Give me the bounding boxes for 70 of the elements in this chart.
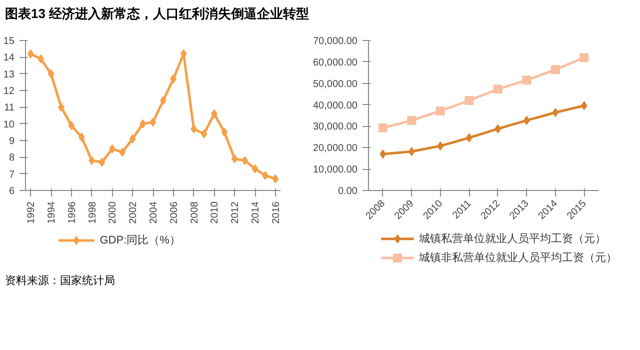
point xyxy=(466,133,472,142)
point xyxy=(262,171,268,180)
point xyxy=(580,101,588,110)
x-tick-label: 2002 xyxy=(128,201,140,224)
point xyxy=(407,116,416,125)
y-tick-label: 11 xyxy=(4,102,15,114)
point xyxy=(129,134,136,144)
y-tick-label: 14 xyxy=(3,52,15,64)
point xyxy=(408,147,415,156)
point xyxy=(493,84,502,94)
point xyxy=(88,156,95,165)
y-tick-label: 12 xyxy=(3,86,15,97)
point xyxy=(242,156,248,165)
y-tick-label: 8 xyxy=(8,152,15,164)
x-tick-label: 1998 xyxy=(87,201,98,224)
x-tick-label: 2008 xyxy=(189,201,200,224)
point xyxy=(98,158,106,167)
point xyxy=(119,148,126,157)
y-tick-label: 7 xyxy=(8,169,15,180)
x-tick-label: 2006 xyxy=(168,201,180,224)
point xyxy=(580,53,589,62)
x-tick-label: 2012 xyxy=(230,201,242,224)
x-tick-label: 2014 xyxy=(250,201,262,224)
point xyxy=(464,96,474,105)
point xyxy=(170,74,177,84)
x-tick-label: 1992 xyxy=(26,201,38,224)
point xyxy=(552,108,559,117)
legend-label: 城镇私营单位就业人员平均工资（元） xyxy=(418,232,606,245)
point xyxy=(523,116,530,125)
point xyxy=(27,49,34,58)
point xyxy=(522,76,532,85)
y-tick-label: 13 xyxy=(3,69,15,80)
x-tick-label: 2016 xyxy=(270,201,282,224)
y-tick-label: 6 xyxy=(8,186,15,197)
legend-label: 城镇非私营单位就业人员平均工资（元） xyxy=(418,250,617,264)
y-tick-label: 15 xyxy=(3,36,15,47)
y-tick-label: 9 xyxy=(8,136,15,147)
y-tick-label: 70,000.00 xyxy=(313,36,358,47)
y-tick-label: 0.00 xyxy=(338,186,358,197)
x-tick-label: 1994 xyxy=(46,201,58,224)
y-tick-label: 50,000.00 xyxy=(313,78,358,90)
x-tick-label: 1996 xyxy=(66,201,78,224)
point xyxy=(272,174,279,184)
point xyxy=(437,141,444,150)
point xyxy=(494,124,502,134)
y-tick-label: 10 xyxy=(3,119,15,130)
point xyxy=(436,106,445,116)
point xyxy=(200,129,208,138)
y-tick-label: 30,000.00 xyxy=(313,122,358,133)
y-tick-label: 40,000.00 xyxy=(313,100,358,112)
x-tick-label: 2004 xyxy=(148,201,160,224)
y-tick-label: 60,000.00 xyxy=(313,57,358,68)
point xyxy=(78,132,85,142)
point xyxy=(160,96,166,105)
x-tick-label: 2010 xyxy=(210,201,221,224)
chart-title: 图表13 经济进入新常态，人口红利消失倒逼企业转型 xyxy=(5,5,310,23)
point xyxy=(231,154,238,164)
x-tick-label: 2000 xyxy=(108,201,119,224)
point xyxy=(68,121,75,130)
point xyxy=(252,164,258,174)
point xyxy=(378,123,388,132)
point xyxy=(380,150,386,159)
point xyxy=(550,65,560,74)
point xyxy=(221,128,228,137)
text: 资料来源：国家统计局 xyxy=(5,274,115,289)
point xyxy=(150,118,156,127)
y-tick-label: 10,000.00 xyxy=(313,164,358,176)
point xyxy=(48,69,54,78)
y-tick-label: 20,000.00 xyxy=(313,143,358,154)
legend-label: GDP:同比（%） xyxy=(100,234,180,246)
